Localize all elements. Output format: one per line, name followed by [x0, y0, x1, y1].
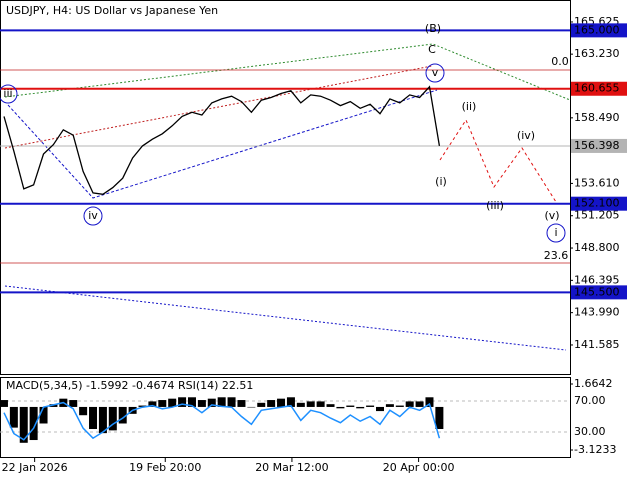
macd-bar [0, 400, 8, 407]
macd-bar [267, 400, 276, 407]
level-label-box [571, 285, 627, 300]
price-line [3, 85, 441, 195]
chart-title: USDJPY, H4: US Dollar vs Japanese Yen [6, 4, 218, 17]
y-tick-label: 158.490 [574, 111, 620, 124]
macd-bar [395, 405, 404, 407]
level-label: 165.000 [574, 23, 620, 36]
indicator-frame [0, 377, 571, 458]
main-frame [0, 0, 571, 375]
level-label-box [571, 138, 627, 153]
macd-bar [415, 401, 424, 407]
macd-bar [405, 401, 414, 407]
macd-bar [277, 398, 286, 407]
wave-label: i [554, 226, 557, 239]
x-tick-label: 20 Apr 00:00 [383, 461, 455, 474]
forecast-path [439, 118, 557, 203]
macd-bar [435, 406, 444, 430]
macd-bar [168, 398, 177, 407]
macd-bar [197, 400, 206, 407]
macd-bar [19, 406, 28, 443]
rsi-line [3, 401, 441, 441]
macd-bar [247, 406, 256, 408]
wave-label: (B) [425, 22, 441, 35]
macd-bar [376, 406, 384, 412]
macd-bar [306, 401, 315, 407]
wave-label: iv [88, 209, 98, 222]
macd-bar [9, 406, 18, 428]
macd-bar [89, 406, 98, 430]
macd-bar [39, 406, 48, 424]
macd-bar [227, 397, 236, 407]
level-label: 152.100 [574, 197, 620, 210]
macd-bar [346, 405, 355, 407]
y-tick-label: 151.205 [574, 209, 620, 222]
y-tick-label: -3.1233 [574, 443, 616, 456]
y2-tick-label: 70.00 [574, 394, 606, 407]
macd-bar [356, 406, 365, 409]
y-tick-label: 141.585 [574, 338, 620, 351]
wave-circle [0, 84, 18, 104]
macd-bar [29, 406, 38, 441]
wave-label: (i) [435, 175, 447, 188]
macd-bar [217, 397, 226, 407]
y-tick-label: 163.230 [574, 47, 620, 60]
macd-bar [148, 401, 157, 407]
macd-bar [79, 406, 88, 416]
macd-bar [336, 406, 345, 409]
macd-bar [187, 397, 196, 407]
indicator-title: MACD(5,34,5) -1.5992 -0.4674 RSI(14) 22.… [6, 379, 253, 392]
wave-circle [83, 206, 103, 226]
y-tick-label: 146.395 [574, 273, 620, 286]
level-label: 145.500 [574, 285, 620, 298]
wave-label: (iii) [486, 199, 504, 212]
level-label: 156.398 [574, 139, 620, 152]
wave-label: (v) [544, 209, 559, 222]
macd-bar [257, 402, 266, 407]
level-label-box [571, 196, 627, 211]
macd-bar [237, 400, 246, 407]
macd-bar [158, 400, 167, 407]
y-tick-label: 148.800 [574, 241, 620, 254]
x-tick-label: 19 Feb 20:00 [129, 461, 201, 474]
wave-line [7, 89, 438, 199]
wave-label: v [432, 66, 439, 79]
macd-bar [326, 404, 335, 407]
wave-label: 23.6 [544, 249, 569, 262]
x-tick-label: 22 Jan 2026 [2, 461, 68, 474]
wave-label: (ii) [462, 100, 477, 113]
macd-bar [98, 406, 107, 434]
macd-bar [118, 406, 127, 424]
macd-bar [366, 405, 375, 407]
wave-circle [546, 223, 566, 243]
y-tick-label: 143.990 [574, 306, 620, 319]
y-tick-label: 1.6642 [574, 377, 613, 390]
y-tick-label: 153.610 [574, 176, 620, 189]
macd-bar [138, 405, 147, 407]
macd-bar [178, 397, 187, 407]
y2-tick-label: 30.00 [574, 425, 606, 438]
wave-label: 0.0 [551, 55, 569, 68]
wave-label: C [428, 43, 436, 56]
macd-bar [296, 402, 305, 407]
macd-bar [108, 406, 117, 431]
level-label: 160.655 [574, 82, 620, 95]
wave-label: iii [3, 87, 12, 100]
channel-line [4, 65, 433, 149]
x-tick-label: 20 Mar 12:00 [255, 461, 328, 474]
level-label-box [571, 23, 627, 38]
wave-b-line [4, 43, 571, 101]
level-label-box [571, 81, 627, 96]
macd-bar [69, 400, 78, 407]
macd-bar [316, 401, 325, 407]
wave-label: (iv) [517, 129, 535, 142]
macd-bar [207, 398, 216, 407]
wave-circle [425, 63, 445, 83]
macd-bar [385, 404, 394, 407]
macd-bar [286, 397, 295, 407]
macd-bar [425, 397, 434, 407]
